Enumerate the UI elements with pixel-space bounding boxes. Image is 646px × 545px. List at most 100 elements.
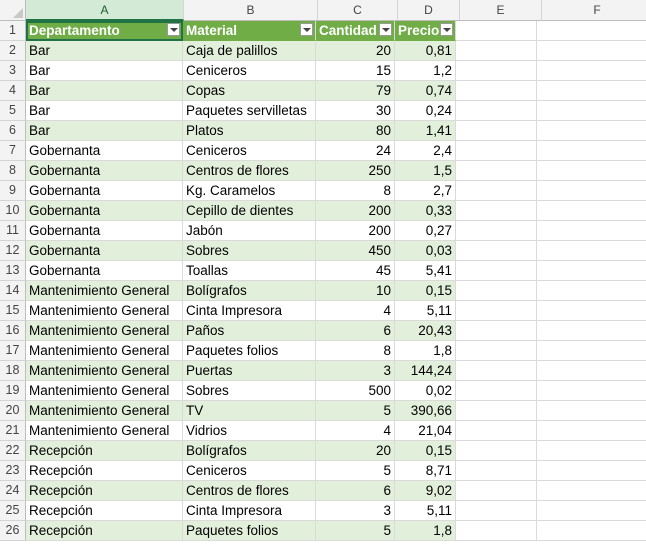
- cell-cantidad[interactable]: 20: [316, 41, 395, 61]
- row-header[interactable]: 15: [0, 301, 26, 321]
- cell-empty-e[interactable]: [456, 401, 537, 421]
- row-header[interactable]: 11: [0, 221, 26, 241]
- cell-precio[interactable]: 0,15: [395, 441, 456, 461]
- cell-material[interactable]: Paquetes folios: [183, 341, 316, 361]
- row-header[interactable]: 12: [0, 241, 26, 261]
- cell-precio[interactable]: 0,81: [395, 41, 456, 61]
- cell-precio[interactable]: 5,41: [395, 261, 456, 281]
- cell-empty-e[interactable]: [456, 481, 537, 501]
- cell-material[interactable]: Centros de flores: [183, 481, 316, 501]
- cell-empty-e[interactable]: [456, 181, 537, 201]
- row-header-1[interactable]: 1: [0, 21, 26, 41]
- cell-precio[interactable]: 0,03: [395, 241, 456, 261]
- cell-departamento[interactable]: Bar: [26, 41, 183, 61]
- cell-cantidad[interactable]: 3: [316, 361, 395, 381]
- filter-dropdown-icon[interactable]: [300, 23, 313, 36]
- cell-material[interactable]: Sobres: [183, 381, 316, 401]
- cell-empty-e[interactable]: [456, 61, 537, 81]
- cell-precio[interactable]: 1,2: [395, 61, 456, 81]
- cell-cantidad[interactable]: 6: [316, 321, 395, 341]
- cell-departamento[interactable]: Bar: [26, 121, 183, 141]
- cell-cantidad[interactable]: 5: [316, 461, 395, 481]
- cell-precio[interactable]: 5,11: [395, 501, 456, 521]
- cell-precio[interactable]: 0,15: [395, 281, 456, 301]
- cell-empty-f[interactable]: [537, 381, 646, 401]
- cell-precio[interactable]: 1,8: [395, 521, 456, 541]
- cell-empty-e[interactable]: [456, 41, 537, 61]
- cell-precio[interactable]: 21,04: [395, 421, 456, 441]
- row-header[interactable]: 23: [0, 461, 26, 481]
- row-header[interactable]: 25: [0, 501, 26, 521]
- cell-empty-e[interactable]: [456, 321, 537, 341]
- cell-departamento[interactable]: Gobernanta: [26, 201, 183, 221]
- cell-cantidad[interactable]: 8: [316, 341, 395, 361]
- cell-material[interactable]: Centros de flores: [183, 161, 316, 181]
- cell-departamento[interactable]: Mantenimiento General: [26, 301, 183, 321]
- cell-empty-e[interactable]: [456, 141, 537, 161]
- cell-empty-f[interactable]: [537, 421, 646, 441]
- cell-empty-f[interactable]: [537, 261, 646, 281]
- cell-empty-f[interactable]: [537, 101, 646, 121]
- select-all-corner[interactable]: [0, 0, 26, 21]
- row-header[interactable]: 16: [0, 321, 26, 341]
- cell-material[interactable]: Cepillo de dientes: [183, 201, 316, 221]
- cell-cantidad[interactable]: 250: [316, 161, 395, 181]
- row-header[interactable]: 10: [0, 201, 26, 221]
- cell-departamento[interactable]: Gobernanta: [26, 241, 183, 261]
- cell-empty-e[interactable]: [456, 501, 537, 521]
- cell-material[interactable]: Bolígrafos: [183, 281, 316, 301]
- cell-empty-e[interactable]: [456, 461, 537, 481]
- row-header[interactable]: 22: [0, 441, 26, 461]
- cell-departamento[interactable]: Recepción: [26, 481, 183, 501]
- cell-empty-f[interactable]: [537, 521, 646, 541]
- cell-cantidad[interactable]: 3: [316, 501, 395, 521]
- cell-departamento[interactable]: Recepción: [26, 521, 183, 541]
- cell-departamento[interactable]: Bar: [26, 81, 183, 101]
- cell-material[interactable]: Sobres: [183, 241, 316, 261]
- cell-empty-e[interactable]: [456, 301, 537, 321]
- cell-empty-f[interactable]: [537, 241, 646, 261]
- cell-cantidad[interactable]: 5: [316, 401, 395, 421]
- row-header[interactable]: 7: [0, 141, 26, 161]
- header-cell-cantidad[interactable]: Cantidad: [316, 21, 395, 41]
- filter-dropdown-icon[interactable]: [167, 23, 180, 36]
- cell-empty-f[interactable]: [537, 201, 646, 221]
- cell-departamento[interactable]: Mantenimiento General: [26, 341, 183, 361]
- cell-precio[interactable]: 1,8: [395, 341, 456, 361]
- row-header[interactable]: 21: [0, 421, 26, 441]
- cell-empty-e[interactable]: [456, 201, 537, 221]
- cell-empty-f[interactable]: [537, 341, 646, 361]
- cell-empty-e[interactable]: [456, 441, 537, 461]
- column-header-a[interactable]: A: [26, 0, 184, 21]
- cell-departamento[interactable]: Gobernanta: [26, 181, 183, 201]
- cell-cantidad[interactable]: 20: [316, 441, 395, 461]
- cell-empty-e[interactable]: [456, 241, 537, 261]
- cell-material[interactable]: Paquetes folios: [183, 521, 316, 541]
- cell-cantidad[interactable]: 79: [316, 81, 395, 101]
- cell-material[interactable]: Bolígrafos: [183, 441, 316, 461]
- row-header[interactable]: 24: [0, 481, 26, 501]
- cell-empty-f[interactable]: [537, 301, 646, 321]
- header-cell-material[interactable]: Material: [183, 21, 316, 41]
- column-header-e[interactable]: E: [460, 0, 542, 21]
- filter-dropdown-icon[interactable]: [379, 23, 392, 36]
- cell-departamento[interactable]: Recepción: [26, 501, 183, 521]
- cell-empty-e[interactable]: [456, 101, 537, 121]
- cell-empty-e[interactable]: [456, 221, 537, 241]
- row-header[interactable]: 8: [0, 161, 26, 181]
- cell-cantidad[interactable]: 200: [316, 201, 395, 221]
- cell-empty-f[interactable]: [537, 481, 646, 501]
- cell-empty-f[interactable]: [537, 361, 646, 381]
- cell-departamento[interactable]: Gobernanta: [26, 261, 183, 281]
- cell-precio[interactable]: 1,41: [395, 121, 456, 141]
- cell-cantidad[interactable]: 10: [316, 281, 395, 301]
- cell-material[interactable]: Copas: [183, 81, 316, 101]
- cell-empty-f[interactable]: [537, 441, 646, 461]
- cell-empty-e[interactable]: [456, 381, 537, 401]
- cell-empty-e[interactable]: [456, 521, 537, 541]
- column-header-b[interactable]: B: [184, 0, 318, 21]
- cell-precio[interactable]: 390,66: [395, 401, 456, 421]
- cell-empty-e[interactable]: [456, 341, 537, 361]
- cell-empty-e[interactable]: [456, 281, 537, 301]
- row-header[interactable]: 14: [0, 281, 26, 301]
